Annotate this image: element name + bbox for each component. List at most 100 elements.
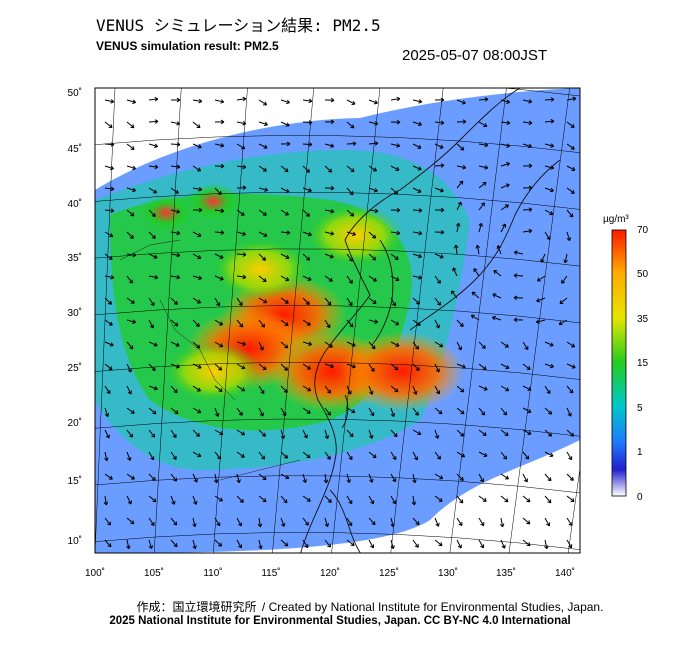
wind-arrow: [456, 451, 465, 458]
wind-arrow: [522, 451, 530, 460]
wind-arrow-head: [261, 256, 266, 261]
wind-arrow: [544, 363, 554, 368]
wind-arrow-head: [392, 302, 397, 307]
wind-arrow: [258, 165, 267, 172]
wind-arrow: [346, 451, 353, 460]
wind-arrow-head: [104, 413, 110, 417]
wind-arrow-head: [568, 544, 573, 549]
wind-arrow-head: [450, 290, 455, 295]
wind-arrow: [192, 341, 201, 349]
wind-arrow: [280, 451, 288, 459]
y-tick-label: 25˚: [68, 362, 82, 374]
wind-arrow-head: [154, 119, 159, 124]
wind-arrow: [280, 275, 290, 281]
wind-arrow-head: [396, 207, 401, 213]
wind-arrow: [456, 143, 465, 151]
wind-arrow-head: [504, 204, 509, 209]
wind-arrow: [434, 385, 440, 395]
wind-arrow: [214, 385, 223, 392]
wind-arrow-head: [239, 498, 244, 503]
wind-arrow: [214, 209, 224, 212]
wind-arrow-head: [192, 545, 197, 550]
wind-arrow-head: [395, 342, 400, 347]
wind-arrow: [456, 539, 462, 549]
wind-arrow: [104, 231, 114, 237]
wind-arrow-head: [326, 455, 331, 460]
wind-arrow: [280, 253, 290, 259]
wind-arrow: [302, 429, 308, 439]
wind-arrow-head: [218, 388, 223, 392]
wind-arrow-head: [351, 364, 356, 369]
wind-arrow-head: [220, 208, 225, 214]
wind-arrow-head: [127, 390, 132, 395]
wind-arrow: [302, 319, 311, 326]
wind-arrow: [302, 517, 309, 526]
wind-arrow-head: [418, 275, 423, 280]
wind-arrow: [412, 429, 422, 435]
wind-arrow: [126, 429, 133, 438]
wind-arrow: [368, 517, 376, 526]
wind-arrow-head: [540, 258, 545, 263]
wind-arrow-head: [482, 497, 487, 502]
wind-arrow-head: [195, 322, 200, 327]
wind-arrow: [324, 385, 331, 394]
wind-arrow-head: [130, 520, 135, 525]
wind-arrow: [434, 473, 443, 480]
wind-arrow: [214, 539, 222, 547]
wind-arrow: [148, 517, 155, 526]
wind-arrow: [104, 539, 112, 548]
wind-arrow-head: [129, 279, 133, 284]
wind-arrow-head: [151, 234, 156, 239]
wind-arrow: [544, 209, 554, 215]
wind-arrow-head: [351, 100, 356, 105]
wind-arrow: [236, 363, 246, 369]
wind-arrow: [537, 275, 546, 282]
wind-arrow: [192, 99, 202, 103]
wind-arrow-head: [129, 234, 134, 239]
wind-arrow: [493, 270, 502, 277]
wind-arrow: [434, 187, 444, 192]
wind-arrow: [280, 539, 289, 547]
y-tick-label: 35˚: [68, 252, 82, 264]
wind-arrow: [258, 275, 267, 282]
wind-arrow: [258, 429, 266, 437]
wind-arrow-head: [330, 97, 335, 103]
wind-arrow-head: [286, 230, 291, 235]
wind-arrow-head: [281, 522, 286, 527]
wind-arrow-head: [109, 342, 114, 347]
wind-arrow-head: [129, 433, 134, 438]
wind-arrow-head: [197, 409, 202, 414]
wind-arrow: [434, 517, 440, 527]
wind-arrow-head: [349, 433, 354, 438]
wind-arrow: [214, 341, 223, 348]
wind-arrow-head: [304, 544, 309, 549]
wind-arrow-head: [129, 345, 134, 350]
wind-arrow-head: [460, 410, 465, 415]
wind-arrow-head: [173, 300, 178, 305]
wind-arrow: [368, 363, 375, 372]
wind-arrow: [434, 319, 440, 329]
wind-arrow: [148, 143, 158, 148]
wind-arrow-head: [392, 456, 397, 461]
colorbar-label: 70: [637, 225, 649, 236]
wind-arrow-head: [570, 124, 575, 128]
wind-arrow: [544, 539, 548, 549]
wind-arrow: [544, 98, 555, 101]
wind-arrow-head: [528, 99, 533, 104]
wind-arrow-head: [262, 167, 267, 172]
wind-arrow-head: [372, 234, 377, 239]
latitude-line: [95, 532, 580, 550]
wind-arrow-head: [219, 254, 224, 259]
wind-arrow-head: [513, 250, 518, 255]
wind-arrow: [497, 245, 502, 255]
wind-arrow-head: [505, 183, 510, 188]
wind-arrow: [192, 297, 201, 304]
wind-arrow: [258, 473, 267, 480]
wind-arrow: [368, 319, 378, 323]
wind-arrow: [148, 253, 158, 259]
wind-arrow-head: [479, 478, 485, 483]
wind-arrow: [412, 297, 420, 305]
wind-arrow-head: [151, 433, 156, 438]
wind-arrow-head: [302, 479, 308, 483]
wind-arrow-head: [506, 120, 511, 126]
